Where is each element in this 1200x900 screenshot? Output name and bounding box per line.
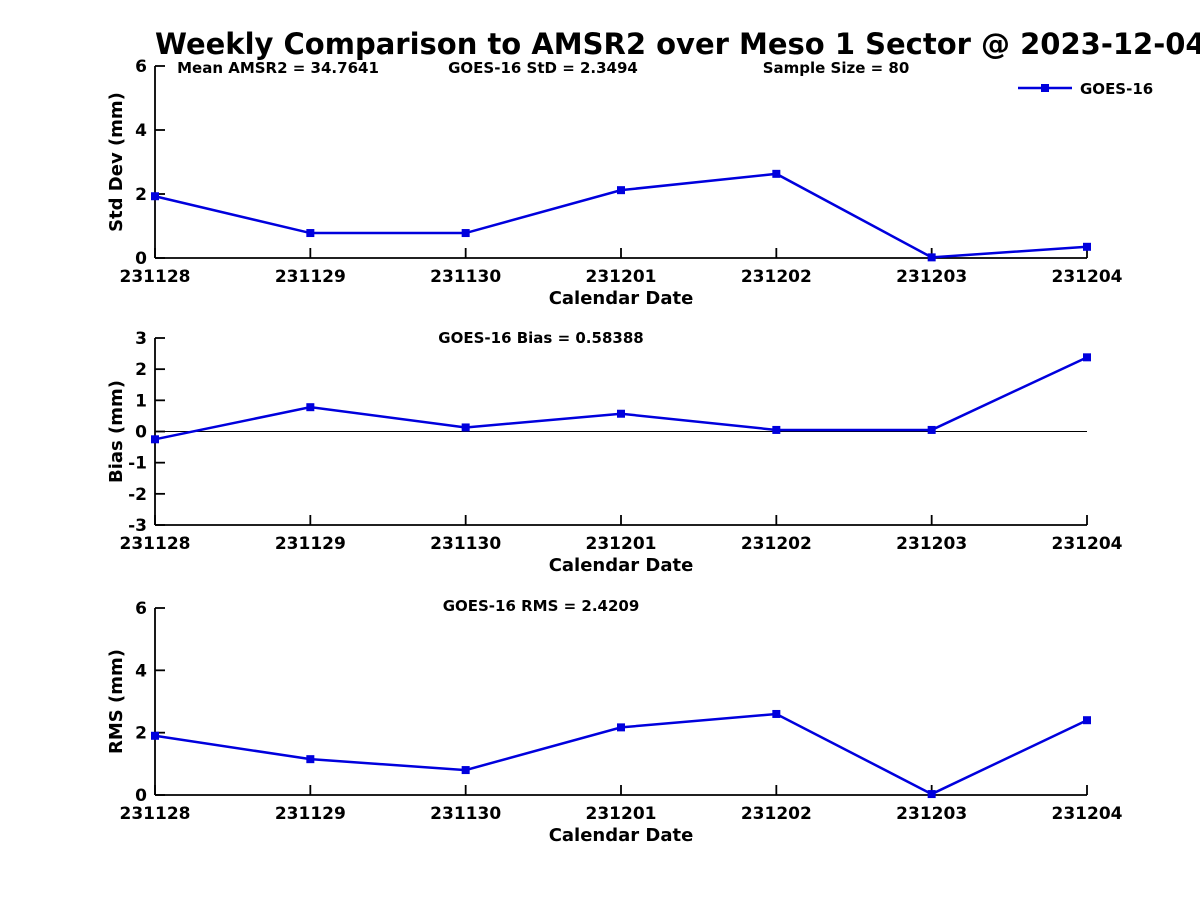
x-tick-label: 231130	[430, 267, 501, 287]
x-tick-label: 231204	[1052, 804, 1123, 824]
y-tick-label: 1	[135, 391, 147, 411]
data-point-marker	[1083, 716, 1091, 725]
chart-title: Weekly Comparison to AMSR2 over Meso 1 S…	[155, 27, 1200, 61]
data-point-marker	[617, 186, 625, 195]
data-point-marker	[772, 169, 781, 178]
x-tick-label: 231129	[275, 267, 346, 287]
data-point-marker	[151, 731, 159, 740]
x-axis-label: Calendar Date	[549, 288, 694, 309]
x-tick-label: 231204	[1052, 534, 1123, 554]
data-point-marker	[461, 766, 470, 775]
data-point-marker	[461, 229, 470, 238]
y-tick-label: -1	[128, 454, 147, 474]
chart-rms: 0 2 4 6 231128 231129 231130 231201 231202 231203…	[106, 597, 1123, 846]
x-tick-label: 231128	[120, 804, 191, 824]
y-tick-label: 6	[135, 57, 147, 77]
chart-std-dev: 0 2 4 6 231128 231129 231130 231201 231202 231203…	[106, 57, 1153, 309]
chart-bias: -3 -2 -1 0 1 2 3 231128 231129 231130 231201 231202…	[106, 329, 1123, 576]
data-point-marker	[927, 253, 936, 262]
x-tick-label: 231203	[896, 267, 967, 287]
data-point-marker	[461, 423, 470, 432]
data-point-marker	[306, 403, 315, 412]
x-tick-label: 231129	[275, 534, 346, 554]
y-tick-label: 2	[135, 360, 147, 380]
y-tick-label: 6	[135, 599, 147, 619]
y-tick-label: 0	[135, 786, 147, 806]
x-tick-label: 231202	[741, 804, 812, 824]
data-point-marker	[927, 425, 936, 434]
data-point-marker	[772, 709, 781, 718]
x-tick-label: 231203	[896, 534, 967, 554]
y-tick-label: -2	[128, 485, 147, 505]
x-tick-label: 231129	[275, 804, 346, 824]
y-tick-label: 4	[135, 661, 147, 681]
data-point-marker	[617, 409, 625, 418]
data-point-marker	[772, 425, 781, 434]
data-point-marker	[927, 790, 936, 799]
x-tick-label: 231201	[586, 267, 657, 287]
data-point-marker	[151, 435, 159, 444]
y-tick-label: 4	[135, 121, 147, 141]
data-point-marker	[306, 229, 315, 238]
x-tick-label: 231128	[120, 267, 191, 287]
y-axis-label: RMS (mm)	[106, 649, 127, 754]
legend: GOES-16	[1018, 80, 1153, 98]
data-point-marker	[1083, 242, 1091, 251]
x-tick-label: 231130	[430, 534, 501, 554]
y-axis-label: Bias (mm)	[106, 380, 127, 483]
y-tick-label: 2	[135, 185, 147, 205]
data-point-marker	[1083, 353, 1091, 362]
data-point-marker	[617, 723, 625, 732]
annotation-label: GOES-16 StD = 2.3494	[448, 59, 638, 77]
x-tick-label: 231130	[430, 804, 501, 824]
x-tick-label: 231201	[586, 534, 657, 554]
annotation-label: GOES-16 RMS = 2.4209	[443, 597, 640, 615]
annotation-label: GOES-16 Bias = 0.58388	[438, 329, 643, 347]
annotation-label: Mean AMSR2 = 34.7641	[177, 59, 379, 77]
x-tick-label: 231203	[896, 804, 967, 824]
x-tick-label: 231202	[741, 267, 812, 287]
y-tick-label: 2	[135, 724, 147, 744]
y-tick-label: 0	[135, 249, 147, 269]
y-tick-label: 3	[135, 329, 147, 349]
legend-marker-icon	[1041, 84, 1049, 92]
legend-label: GOES-16	[1080, 80, 1153, 98]
x-tick-label: 231128	[120, 534, 191, 554]
data-point-marker	[306, 755, 315, 764]
x-axis-label: Calendar Date	[549, 825, 694, 846]
x-tick-label: 231204	[1052, 267, 1123, 287]
x-axis-label: Calendar Date	[549, 555, 694, 576]
x-tick-label: 231201	[586, 804, 657, 824]
data-point-marker	[151, 192, 159, 201]
annotation-label: Sample Size = 80	[763, 59, 910, 77]
series-line	[154, 356, 1088, 441]
x-tick-label: 231202	[741, 534, 812, 554]
y-tick-label: -3	[128, 516, 147, 536]
y-axis-label: Std Dev (mm)	[106, 92, 127, 232]
y-tick-label: 0	[135, 423, 147, 443]
